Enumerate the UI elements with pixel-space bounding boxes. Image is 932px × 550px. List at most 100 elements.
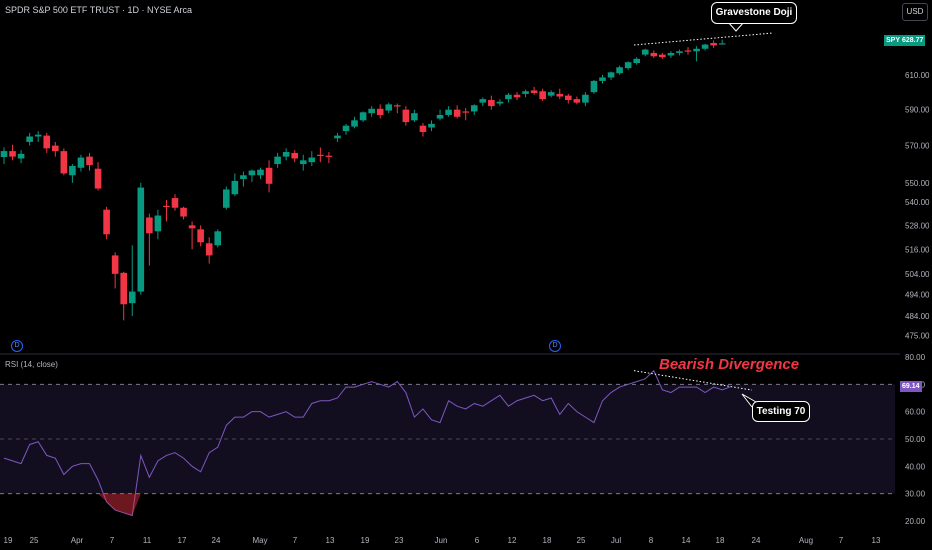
candle-body[interactable]	[394, 105, 401, 107]
candle-body[interactable]	[69, 165, 76, 176]
candle-body[interactable]	[445, 109, 452, 115]
candle-body[interactable]	[43, 135, 51, 149]
candle-body[interactable]	[265, 167, 273, 184]
candle-body[interactable]	[513, 94, 521, 98]
candle-body[interactable]	[701, 44, 709, 49]
candle-body[interactable]	[317, 154, 324, 156]
candle-body[interactable]	[385, 104, 393, 111]
candle-body[interactable]	[111, 255, 119, 274]
candle-body[interactable]	[590, 80, 598, 93]
candle-body[interactable]	[308, 157, 316, 163]
candle-body[interactable]	[120, 272, 127, 305]
candle-body[interactable]	[599, 77, 606, 81]
candle-body[interactable]	[351, 120, 358, 127]
candle-body[interactable]	[556, 93, 564, 97]
candle-body[interactable]	[565, 95, 572, 100]
candle-body[interactable]	[52, 145, 59, 152]
candle-body[interactable]	[197, 229, 204, 243]
candle-body[interactable]	[496, 101, 504, 104]
candle-body[interactable]	[676, 51, 683, 53]
candle-body[interactable]	[633, 58, 640, 64]
candle-body[interactable]	[505, 94, 512, 100]
rsi-indicator-label[interactable]: RSI (14, close)	[5, 360, 58, 369]
candle-body[interactable]	[146, 217, 153, 234]
candle-body[interactable]	[419, 125, 427, 132]
candle-body[interactable]	[522, 91, 529, 94]
candle-body[interactable]	[94, 168, 102, 189]
candle-body[interactable]	[693, 48, 700, 52]
doji-trend-line	[633, 32, 774, 46]
candle-body[interactable]	[231, 180, 239, 195]
candle-body[interactable]	[547, 92, 555, 96]
currency-button[interactable]: USD	[902, 3, 928, 21]
candle-body[interactable]	[103, 209, 110, 235]
candle-body[interactable]	[86, 156, 93, 165]
candle-body[interactable]	[616, 67, 623, 74]
doji-callout-pointer	[727, 21, 745, 32]
candle-body[interactable]	[402, 109, 410, 123]
candle-body[interactable]	[180, 207, 187, 217]
candle-body[interactable]	[282, 152, 290, 157]
candle-body[interactable]	[17, 153, 25, 159]
candle-body[interactable]	[34, 134, 42, 137]
candle-body[interactable]	[436, 114, 444, 119]
candle-body[interactable]	[462, 111, 469, 113]
candle-body[interactable]	[539, 91, 546, 100]
dividend-event-icon[interactable]: D	[549, 340, 561, 352]
price-tick-label: 570.00	[905, 142, 930, 151]
candle-body[interactable]	[573, 99, 581, 103]
candle-body[interactable]	[641, 49, 649, 55]
candle-body[interactable]	[582, 94, 589, 103]
candle-body[interactable]	[163, 205, 170, 208]
candle-body[interactable]	[291, 152, 298, 159]
candle-body[interactable]	[667, 52, 675, 56]
candle-body[interactable]	[188, 225, 196, 229]
candle-body[interactable]	[171, 198, 179, 208]
candle-body[interactable]	[530, 90, 538, 94]
candle-body[interactable]	[488, 99, 495, 107]
candle-body[interactable]	[248, 170, 256, 176]
candle-body[interactable]	[411, 113, 418, 121]
candle-body[interactable]	[223, 189, 230, 208]
candle-body[interactable]	[240, 175, 247, 180]
candle-body[interactable]	[205, 243, 213, 256]
candle-body[interactable]	[624, 62, 632, 69]
candle-body[interactable]	[257, 169, 264, 176]
candle-body[interactable]	[650, 52, 658, 57]
dividend-event-icon[interactable]: D	[11, 340, 23, 352]
candle-body[interactable]	[470, 105, 478, 112]
candle-body[interactable]	[368, 108, 375, 114]
candle-body[interactable]	[60, 151, 68, 174]
candle-body[interactable]	[299, 160, 307, 165]
candle-body[interactable]	[428, 123, 435, 128]
price-tick-label: 550.00	[905, 179, 930, 188]
candle-body[interactable]	[607, 72, 615, 78]
candle-body[interactable]	[274, 156, 281, 165]
testing-callout: Testing 70	[752, 401, 810, 422]
candle-body[interactable]	[77, 157, 85, 168]
candle-body[interactable]	[334, 135, 341, 139]
candle-body[interactable]	[359, 112, 367, 121]
candle-body[interactable]	[684, 50, 692, 52]
candle-body[interactable]	[710, 42, 717, 46]
candle-body[interactable]	[325, 155, 333, 157]
candle-body[interactable]	[214, 231, 222, 246]
candle-body[interactable]	[9, 151, 16, 157]
candle-body[interactable]	[453, 109, 461, 117]
candle-body[interactable]	[376, 108, 384, 115]
candle-body[interactable]	[128, 291, 136, 304]
candle-body[interactable]	[342, 125, 350, 132]
time-tick-label: 13	[326, 536, 335, 545]
time-tick-label: 14	[682, 536, 691, 545]
candle-body[interactable]	[154, 215, 162, 232]
candle-body[interactable]	[718, 43, 726, 45]
price-tick-label: 528.00	[905, 221, 930, 230]
candle-body[interactable]	[659, 54, 666, 58]
divergence-trend-line	[633, 370, 753, 391]
candle-body[interactable]	[137, 187, 145, 292]
candle-body[interactable]	[0, 151, 8, 157]
candle-body[interactable]	[26, 136, 33, 142]
candle-body[interactable]	[479, 99, 487, 103]
